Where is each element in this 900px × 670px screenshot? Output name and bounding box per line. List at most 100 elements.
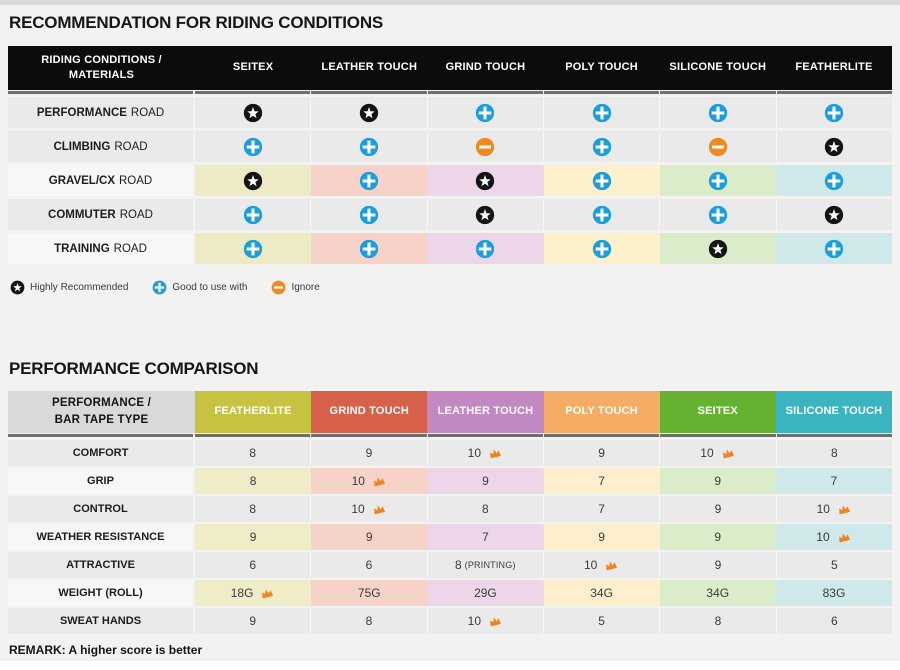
plus-icon [708,205,728,224]
score-value: 6 [365,558,373,572]
riding-condition-row: TRAINING ROAD [8,233,893,264]
score-cell: 8 [195,468,312,494]
score-value: 5 [830,558,838,572]
plus-icon [243,239,263,258]
score-value: 8 [481,502,489,516]
score-value: 83G [822,586,846,600]
plus-icon [359,205,379,224]
recommendation-cell [195,97,312,128]
star-icon [708,239,727,258]
recommendation-cell [311,131,428,162]
recommendation-cell [311,165,428,196]
bar-tape-column-header: LEATHER TOUCH [427,391,544,433]
recommendation-cell [543,199,661,230]
icon-legend: Highly Recommended Good to use with Ignore [10,280,892,295]
score-value: 7 [598,474,605,488]
score-value: 10 [700,446,714,460]
score-value: 8 [249,474,257,488]
divider-segment [311,434,427,437]
recommendation-cell [543,233,660,264]
row-label-bold: GRAVEL/CX [48,174,115,187]
corner-line-1: RIDING CONDITIONS / [41,53,162,66]
crown-icon [373,505,385,515]
performance-metric-row: WEATHER RESISTANCE 9 9 7 9 9 10 [8,524,893,550]
recommendation-cell [195,233,312,264]
row-label-bold: CLIMBING [53,140,111,153]
plus-icon [592,239,611,258]
score-cell: 9 [195,608,312,634]
performance-corner-header: PERFORMANCE / BAR TAPE TYPE [8,391,195,433]
divider-segment [195,91,311,94]
recommendation-cell [427,97,544,128]
row-label: CLIMBING ROAD [8,131,193,162]
divider-segment [660,91,776,94]
performance-header-row: PERFORMANCE / BAR TAPE TYPE FEATHERLITE G… [8,391,893,433]
score-value: 34G [590,586,613,600]
score-value: 9 [598,530,605,544]
score-cell: 6 [311,552,428,578]
recommendation-cell [543,97,661,128]
performance-metric-row: CONTROL 8 10 8 7 9 10 [8,496,892,522]
score-cell: 10 [311,496,428,522]
metric-label: COMFORT [8,440,193,466]
score-value: 7 [830,474,838,488]
plus-icon [592,205,611,224]
row-label: TRAINING ROAD [8,233,193,264]
row-label: COMMUTER ROAD [8,199,193,230]
recommendation-cell [427,131,544,162]
score-cell: 9 [311,524,428,550]
score-value: 9 [365,446,373,460]
crown-icon [606,561,618,571]
material-column-header: GRIND TOUCH [445,61,526,74]
score-cell: 8 (PRINTING) [427,552,544,578]
corner-line-2: BAR TAPE TYPE [54,414,149,426]
legend-label: Highly Recommended [30,282,129,293]
material-column-header: POLY TOUCH [565,61,638,74]
riding-condition-row: GRAVEL/CX ROAD [8,165,893,196]
score-value: 9 [714,474,722,488]
recommendation-cell [775,233,893,264]
score-value: 10 [351,502,365,516]
performance-metric-row: COMFORT 8 9 10 9 10 8 [8,440,892,466]
score-value: 10 [467,446,481,460]
score-cell: 9 [659,524,776,550]
bar-tape-column-header: GRIND TOUCH [311,391,428,433]
divider-segment [8,91,193,94]
recommendation-cell [659,233,776,264]
riding-condition-row: PERFORMANCE ROAD [8,97,892,128]
divider-segment [8,434,193,437]
score-cell: 10 [311,468,428,494]
recommendation-cell [659,165,776,196]
metric-label: WEIGHT (ROLL) [8,580,193,606]
score-cell: 10 [660,440,777,466]
score-cell: 5 [776,552,892,578]
recommendation-cell [311,233,428,264]
header-divider [8,91,892,94]
riding-conditions-header-row: RIDING CONDITIONS / MATERIALS SEITEX LEAT… [8,46,892,90]
score-cell: 9 [660,552,777,578]
divider-segment [427,434,543,437]
material-column-header: SEITEX [232,61,274,74]
divider-segment [776,91,892,94]
metric-label: SWEAT HANDS [8,608,193,634]
star-icon [825,137,844,156]
score-cell: 9 [543,440,661,466]
metric-label: GRIP [8,468,193,494]
star-icon [10,280,25,295]
minus-icon [476,137,495,156]
riding-condition-row: COMMUTER ROAD [8,199,892,230]
recommendation-cell [776,131,892,162]
score-value: 8 [249,446,256,460]
performance-comparison-table: PERFORMANCE / BAR TAPE TYPE FEATHERLITE G… [8,391,893,634]
plus-icon [592,137,611,156]
metric-label: WEATHER RESISTANCE [8,524,193,550]
score-value: 8 [249,502,256,516]
score-cell: 7 [775,468,893,494]
divider-segment [660,434,776,437]
riding-conditions-body: PERFORMANCE ROAD CLIMBING ROAD GRAVEL/CX ROAD… [8,97,893,264]
score-value: 7 [482,530,489,544]
recommendation-cell [311,97,428,128]
score-value: 7 [598,502,605,516]
crown-icon [490,617,502,627]
score-cell: 5 [543,608,661,634]
